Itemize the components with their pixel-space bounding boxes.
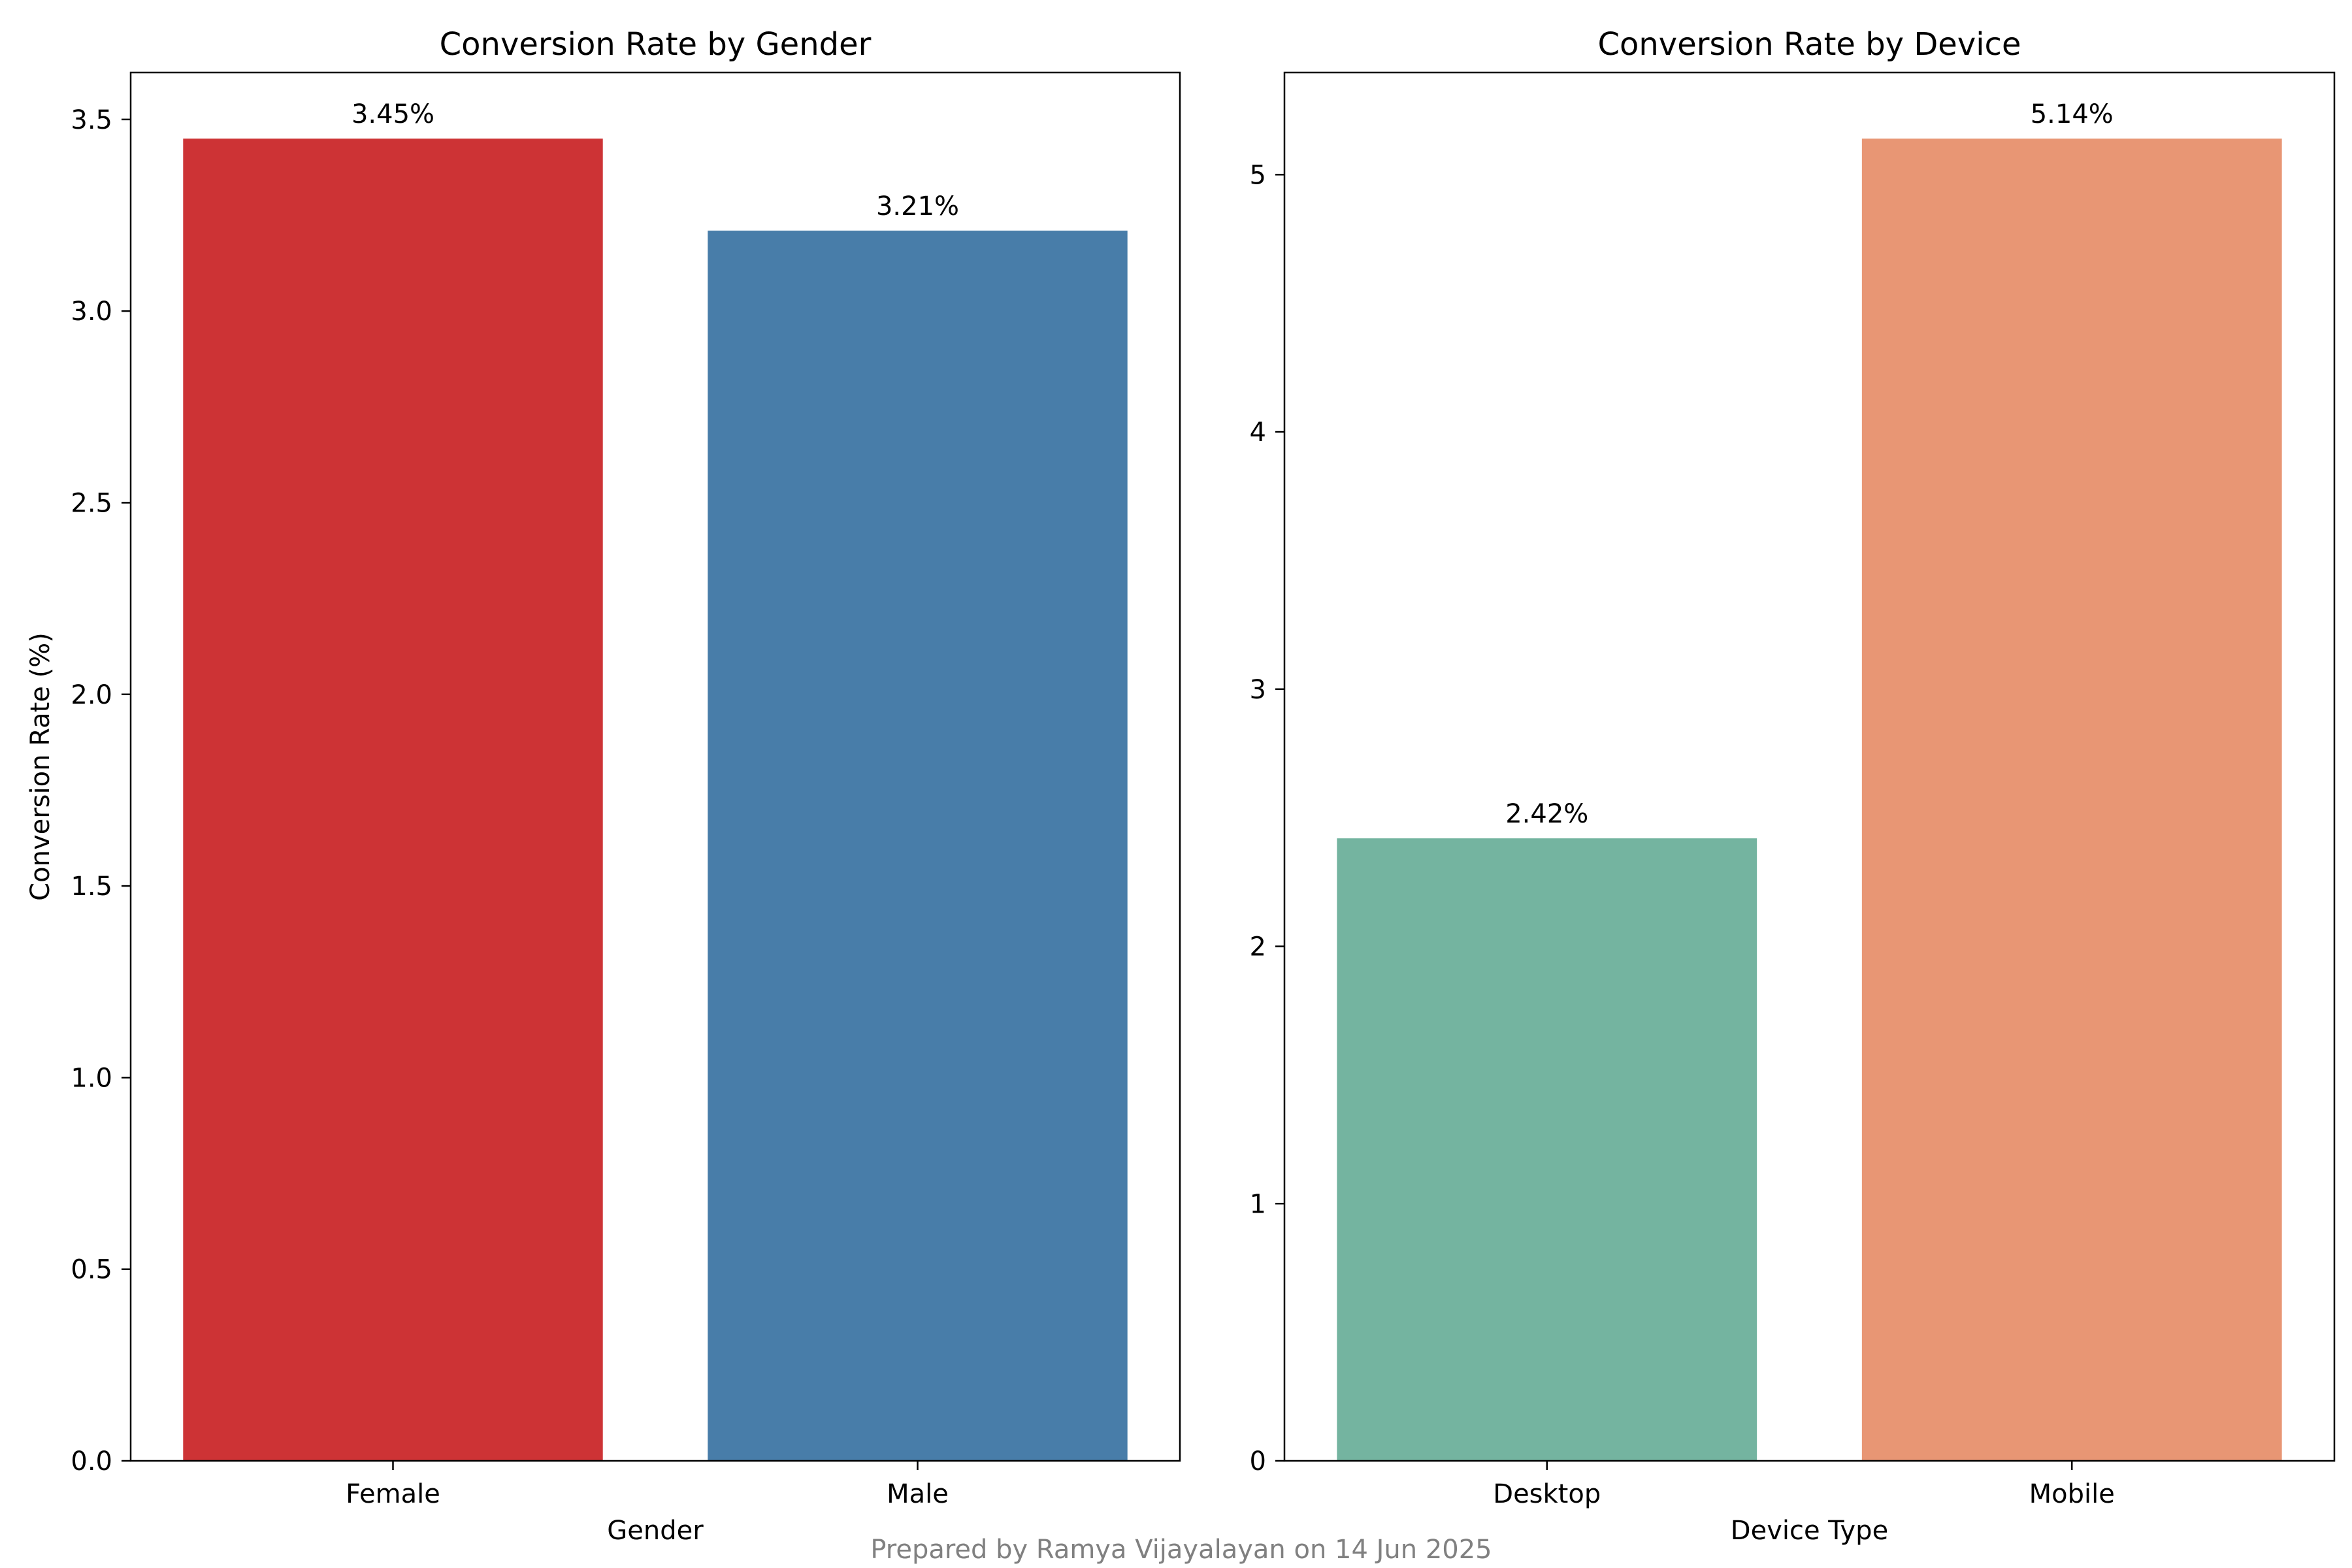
y-tick-label: 2.0 — [71, 680, 112, 710]
chart-title: Conversion Rate by Device — [1598, 26, 2021, 63]
y-tick-label: 1.5 — [71, 872, 112, 902]
data-label-desktop: 2.42% — [1505, 799, 1588, 829]
axes-frame — [1283, 71, 2336, 1462]
y-tick-label: 0 — [1250, 1446, 1266, 1477]
bar-male — [708, 230, 1128, 1461]
x-tick-label-male: Male — [887, 1479, 949, 1509]
x-axis-label: Device Type — [1731, 1516, 1888, 1546]
y-tick-label: 2 — [1250, 932, 1266, 962]
y-tick-label: 1 — [1250, 1189, 1266, 1219]
y-axis-label: Conversion Rate (%) — [25, 632, 56, 901]
bar-desktop — [1337, 838, 1757, 1461]
axes-frame — [129, 71, 1181, 1462]
y-tick-label: 0.5 — [71, 1255, 112, 1285]
x-tick-label-desktop: Desktop — [1493, 1479, 1601, 1509]
y-tick-label: 2.5 — [71, 488, 112, 518]
y-tick-label: 3.0 — [71, 297, 112, 327]
y-tick-label: 4 — [1250, 417, 1266, 448]
x-axis-label: Gender — [607, 1516, 704, 1546]
chart-title: Conversion Rate by Gender — [440, 26, 872, 63]
y-tick-label: 5 — [1250, 160, 1266, 190]
x-tick-label-female: Female — [346, 1479, 440, 1509]
chart-panel-1: 3.45% Female 3.21% Male 0.0 0.5 1.0 1.5 2.0 2.5 3.… — [25, 26, 1181, 1546]
y-tick-label: 1.0 — [71, 1063, 112, 1093]
footer-note: Prepared by Ramya Vijayalayan on 14 Jun … — [870, 1535, 1492, 1565]
y-tick-label: 3.5 — [71, 105, 112, 135]
bar-female — [183, 139, 603, 1462]
y-tick-label: 0.0 — [71, 1446, 112, 1477]
y-tick-label: 3 — [1250, 675, 1266, 705]
bar-mobile — [1861, 139, 2282, 1462]
data-label-male: 3.21% — [876, 191, 959, 221]
x-tick-label-mobile: Mobile — [2029, 1479, 2115, 1509]
data-label-female: 3.45% — [351, 99, 434, 129]
data-label-mobile: 5.14% — [2031, 99, 2114, 129]
chart-panel-2: 2.42% Desktop 5.14% Mobile 0 1 2 3 4 5 Conversion … — [1250, 26, 2336, 1546]
